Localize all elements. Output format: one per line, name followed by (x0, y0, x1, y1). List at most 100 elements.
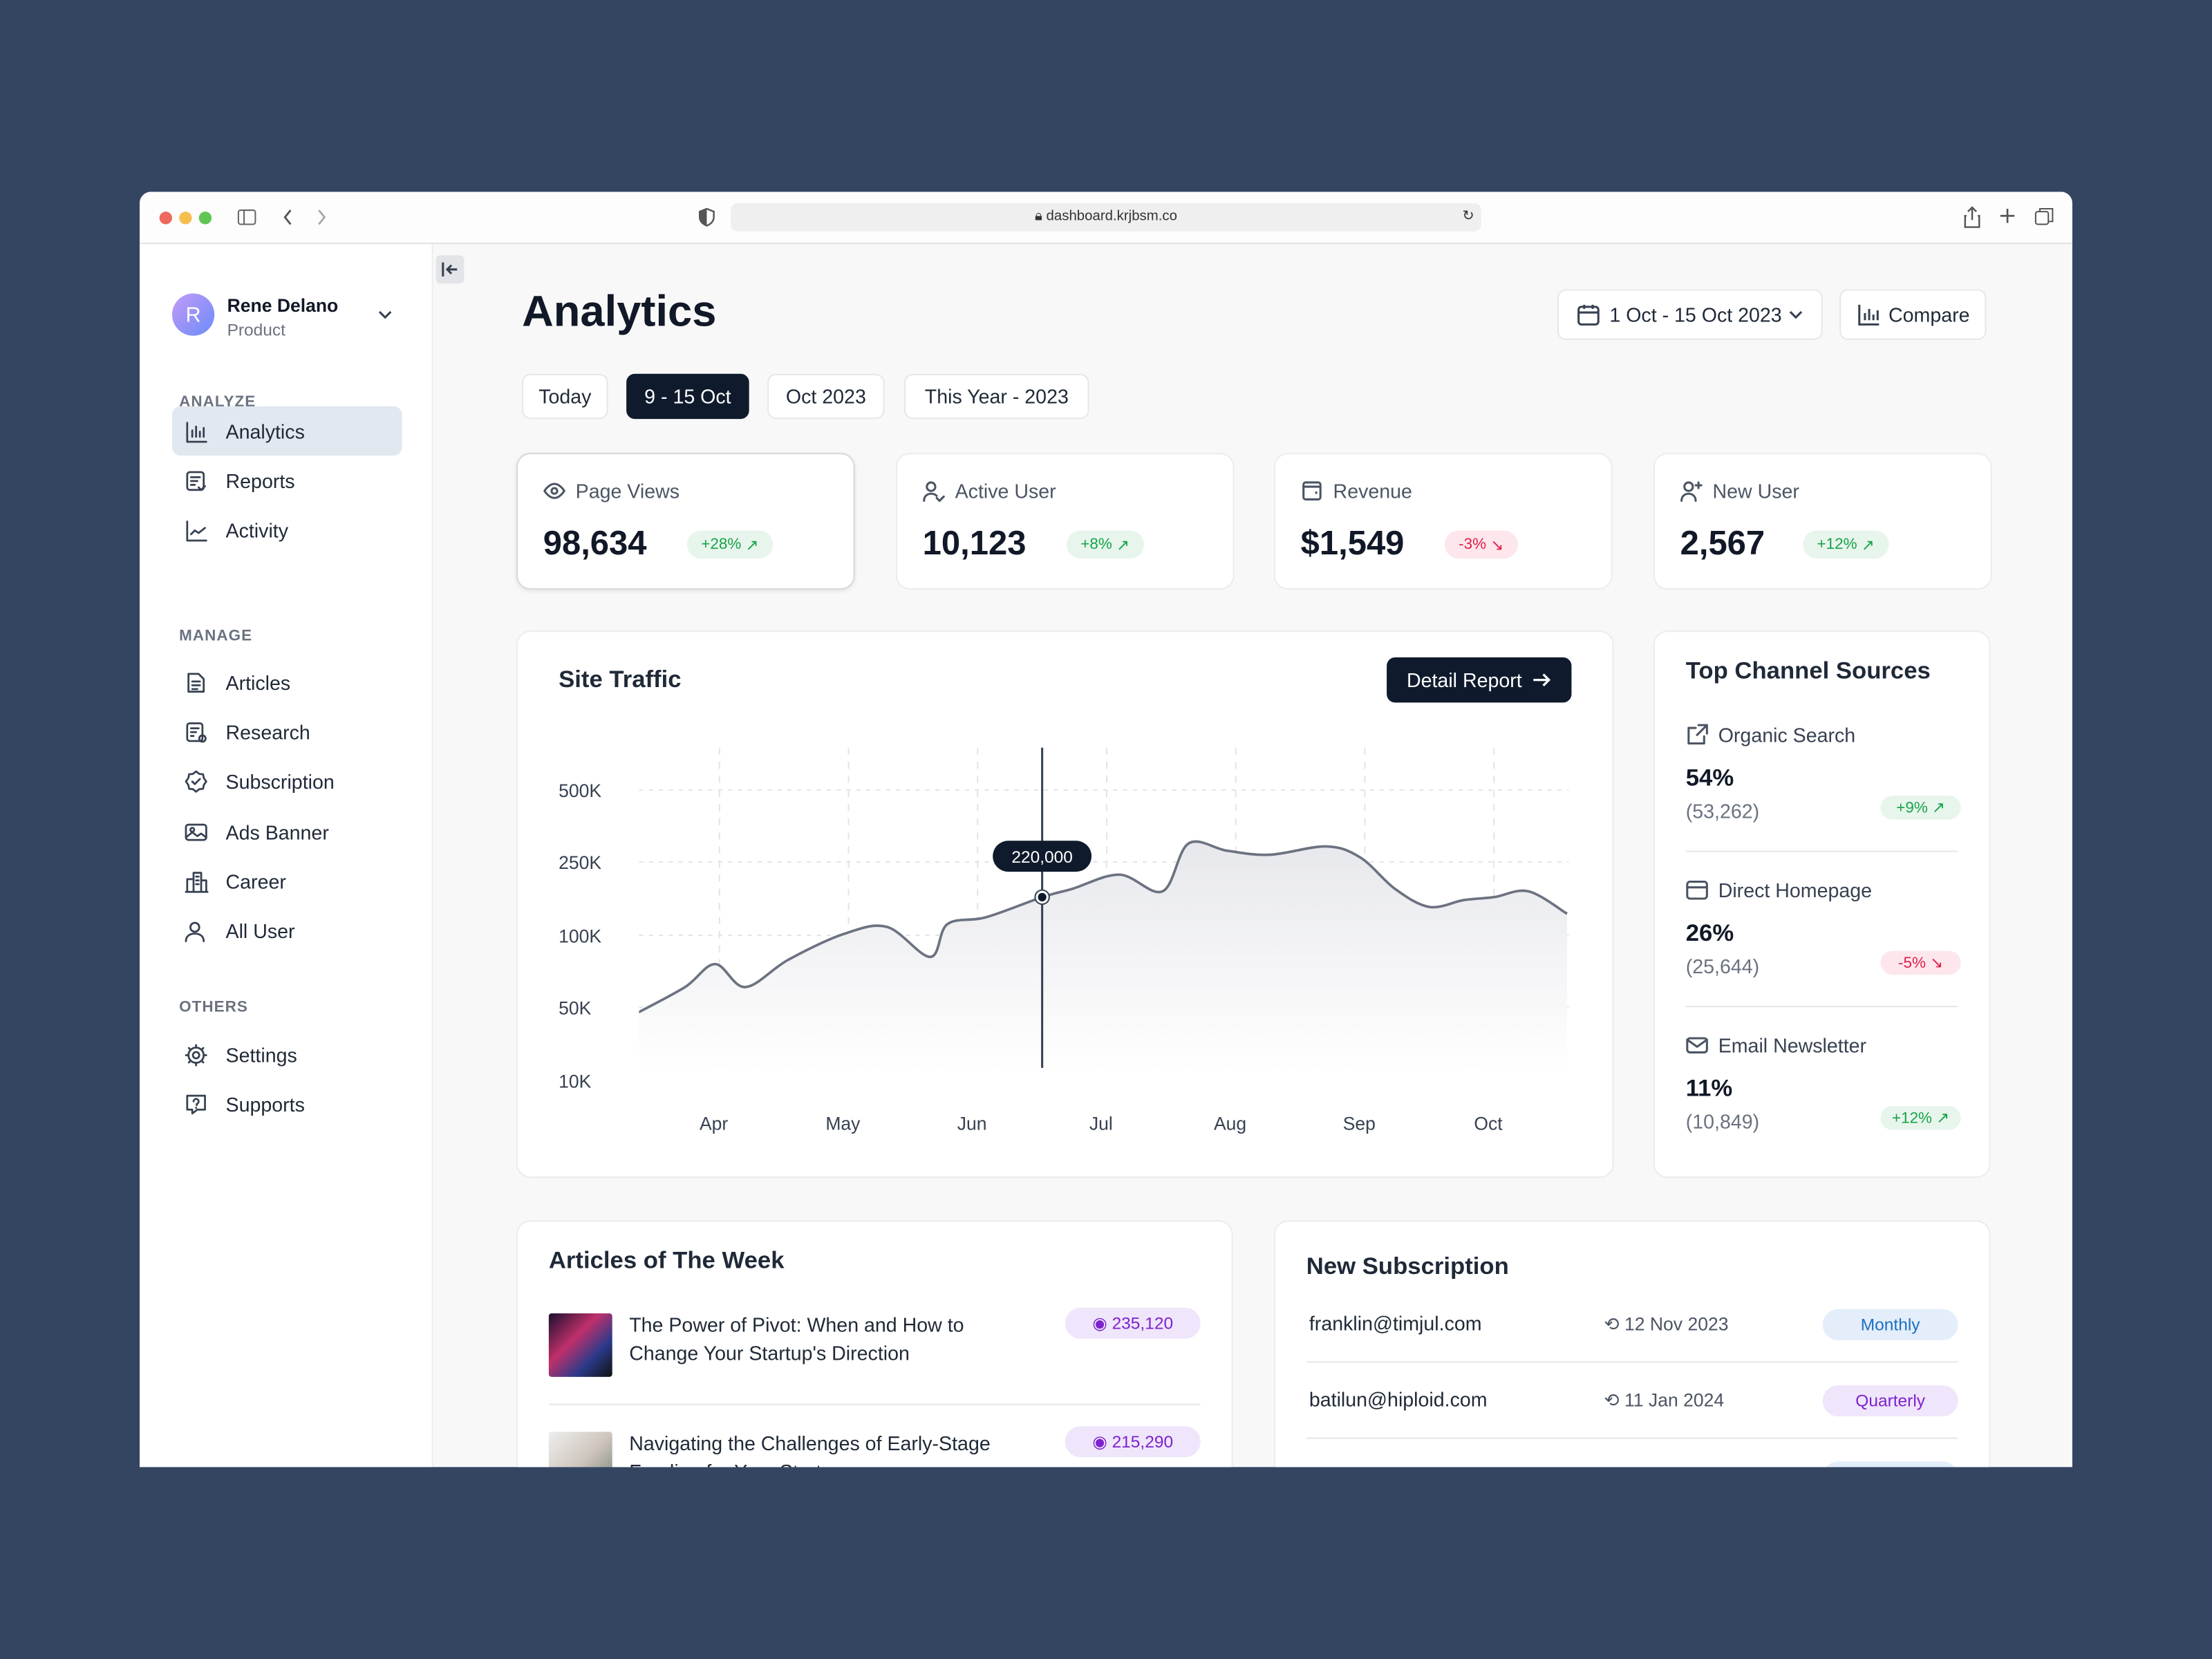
sidebar-item-subscription[interactable]: Subscription (172, 756, 402, 805)
article-title[interactable]: The Power of Pivot: When and How to Chan… (629, 1313, 964, 1365)
share-icon[interactable] (1962, 206, 1983, 229)
channel-change-badge: -5% ↘ (1880, 950, 1961, 975)
stat-label-text: New User (1712, 479, 1799, 503)
sidebar-item-research[interactable]: Research (172, 706, 402, 756)
stat-label-text: Active User (955, 479, 1056, 503)
chevron-down-icon[interactable] (377, 308, 393, 321)
sidebar-item-supports[interactable]: Supports (172, 1079, 402, 1128)
browser-titlebar: 🔒︎ dashboard.krjbsm.co ↻ (140, 191, 2072, 245)
reload-icon[interactable]: ↻ (1462, 209, 1474, 225)
subscriber-email: batilun@hiploid.com (1309, 1388, 1488, 1411)
sidebar-item-all-user[interactable]: All User (172, 906, 402, 955)
tab-0[interactable]: Today (522, 373, 608, 420)
history-icon: ⟲ (1604, 1313, 1625, 1335)
tooltip-bubble (993, 841, 1092, 872)
user-check-icon (923, 481, 945, 503)
sidebar-item-label: Research (225, 720, 310, 743)
x-tick-label: Oct (1474, 1114, 1503, 1134)
stat-card-page-views[interactable]: Page Views 98,634 +28% ↗ (516, 453, 855, 590)
detail-report-label: Detail Report (1406, 668, 1522, 691)
page-background (0, 1467, 2212, 1659)
tabs-overview-icon[interactable] (2034, 207, 2054, 226)
arrow-right-icon (1533, 673, 1550, 686)
date-range-picker[interactable]: 1 Oct - 15 Oct 2023 (1557, 289, 1823, 340)
maximize-window-button[interactable] (198, 212, 212, 225)
calendar-icon (1577, 304, 1600, 326)
stat-card-active-user[interactable]: Active User 10,123 +8% ↗ (895, 453, 1235, 590)
channel-change: -5% (1898, 954, 1926, 972)
channel-count: (25,644) (1685, 955, 1760, 978)
history-icon: ⟲ (1604, 1389, 1625, 1411)
forward-icon[interactable] (315, 207, 328, 227)
article-thumbnail[interactable] (548, 1313, 612, 1377)
minimize-window-button[interactable] (179, 212, 192, 225)
sidebar: R Rene Delano Product ANALYZE Analytics Re… (140, 244, 433, 1468)
site-traffic-chart[interactable]: Apr May Jun Jul Aug Sep Oct 10K 50K 100K 250K 500K 2… (516, 630, 1614, 1178)
arrow-up-right-icon: ↗ (745, 536, 759, 554)
section-label-manage: MANAGE (179, 628, 253, 645)
collapse-icon (442, 262, 458, 276)
y-tick-label: 100K (559, 926, 601, 946)
stat-card-revenue[interactable]: Revenue $1,549 -3% ↘ (1273, 453, 1613, 590)
series-group (639, 840, 1568, 1073)
divider (1306, 1437, 1958, 1439)
mail-icon (1686, 1037, 1708, 1053)
subscription-date: ⟲ 11 Jan 2024 (1604, 1389, 1724, 1412)
x-tick-label: Sep (1343, 1114, 1376, 1134)
arrow-down-right-icon: ↘ (1490, 536, 1504, 554)
divider (1685, 850, 1958, 852)
image-icon (185, 823, 207, 841)
address-bar[interactable]: 🔒︎ dashboard.krjbsm.co ↻ (731, 203, 1481, 232)
sidebar-item-settings[interactable]: Settings (172, 1030, 402, 1079)
sidebar-item-activity[interactable]: Activity (172, 505, 402, 554)
sidebar-item-career[interactable]: Career (172, 856, 402, 906)
sidebar-item-articles[interactable]: Articles (172, 657, 402, 706)
lock-icon: 🔒︎ (1034, 209, 1047, 225)
y-tick-label: 10K (559, 1071, 591, 1091)
users-icon (185, 921, 205, 941)
stat-change: +12% (1817, 536, 1857, 553)
channel-name: Email Newsletter (1718, 1033, 1867, 1057)
sidebar-item-label: Ads Banner (225, 820, 329, 843)
channel-label: Email Newsletter (1686, 1034, 1866, 1057)
close-window-button[interactable] (159, 212, 172, 225)
back-icon[interactable] (281, 207, 294, 227)
top-channel-card: Top Channel Sources Organic Search 54% (… (1653, 630, 1991, 1179)
new-tab-icon[interactable] (1999, 207, 2016, 224)
chevron-down-icon (1789, 310, 1803, 319)
sidebar-item-ads-banner[interactable]: Ads Banner (172, 807, 402, 856)
compare-button[interactable]: Compare (1839, 289, 1987, 340)
external-link-icon (1687, 724, 1708, 745)
eye-icon (543, 482, 565, 499)
stat-label: Active User (923, 480, 1056, 503)
help-icon (186, 1094, 206, 1114)
stat-label-text: Revenue (1333, 479, 1412, 503)
divider (1306, 1361, 1958, 1363)
sidebar-item-reports[interactable]: Reports (172, 456, 402, 505)
channel-count: (10,849) (1685, 1110, 1760, 1133)
detail-report-button[interactable]: Detail Report (1387, 657, 1572, 703)
wallet-icon (1302, 481, 1322, 500)
tab-3[interactable]: This Year - 2023 (904, 373, 1089, 420)
sidebar-item-analytics[interactable]: Analytics (171, 406, 402, 456)
y-tick-label: 500K (559, 780, 601, 801)
y-tick-label: 50K (559, 997, 591, 1018)
divider (548, 1403, 1201, 1405)
collapse-sidebar-button[interactable] (435, 255, 465, 284)
channel-label: Organic Search (1686, 724, 1855, 747)
stat-value: 10,123 (922, 525, 1027, 563)
bar-chart-icon (186, 421, 207, 442)
stat-label: Page Views (543, 480, 679, 503)
stat-card-new-user[interactable]: New User 2,567 +12% ↗ (1653, 453, 1992, 590)
tab-1[interactable]: 9 - 15 Oct (626, 373, 749, 420)
gear-icon (185, 1043, 207, 1066)
articles-title: Articles of The Week (548, 1247, 785, 1274)
stat-change: +28% (701, 536, 742, 553)
sidebar-item-label: Activity (225, 518, 289, 541)
tab-2[interactable]: Oct 2023 (767, 373, 885, 420)
shield-icon[interactable] (698, 207, 715, 227)
stat-change: +8% (1080, 536, 1112, 553)
stat-value: 2,567 (1680, 525, 1765, 563)
sidebar-toggle-icon[interactable] (237, 209, 257, 225)
